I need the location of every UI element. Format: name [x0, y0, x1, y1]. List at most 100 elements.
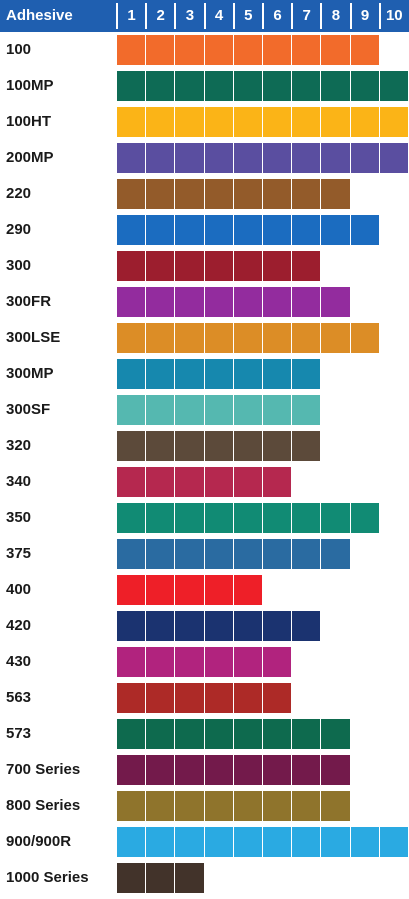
rating-cell: [292, 791, 321, 821]
rating-cell: [233, 539, 262, 569]
rating-cell: [146, 431, 175, 461]
row-label: 200MP: [6, 149, 54, 166]
row-label: 573: [6, 725, 32, 742]
rating-cell: [321, 287, 350, 317]
rating-cell: [117, 107, 146, 137]
row-label: 800 Series: [6, 797, 81, 814]
header-separator: [174, 3, 177, 29]
rating-cell: [204, 827, 233, 857]
rating-cell: [233, 611, 262, 641]
rating-cell: [175, 251, 204, 281]
rating-cell: [292, 719, 321, 749]
rating-cell: [292, 287, 321, 317]
rating-cell: [263, 71, 292, 101]
rating-cell: [175, 611, 204, 641]
rating-cell: [175, 647, 204, 677]
rating-cell: [204, 359, 233, 389]
rating-cell: [292, 539, 321, 569]
header-separator: [145, 3, 148, 29]
header-separator: [116, 3, 118, 29]
rating-cell: [204, 431, 233, 461]
rating-cell: [117, 251, 146, 281]
rating-cell: [350, 71, 379, 101]
row-label: 375: [6, 545, 32, 562]
row-label: 320: [6, 437, 32, 454]
rating-cell: [292, 755, 321, 785]
rating-cell: [350, 143, 379, 173]
rating-cell: [263, 359, 292, 389]
column-number-10: 10: [385, 7, 403, 24]
rating-cell: [292, 323, 321, 353]
header-title: Adhesive: [6, 7, 73, 24]
rating-cell: [233, 647, 262, 677]
column-number-5: 5: [244, 7, 253, 24]
rating-cell: [175, 431, 204, 461]
rating-cell: [350, 503, 379, 533]
rating-cell: [292, 827, 321, 857]
rating-cell: [263, 755, 292, 785]
header-separator: [232, 3, 235, 29]
rating-cell: [117, 827, 146, 857]
rating-cell: [117, 683, 146, 713]
rating-cell: [379, 107, 408, 137]
rating-cell: [204, 251, 233, 281]
rating-cell: [292, 71, 321, 101]
rating-cell: [146, 755, 175, 785]
rating-cell: [117, 755, 146, 785]
row-label: 340: [6, 473, 32, 490]
row-label: 100: [6, 41, 32, 58]
rating-cell: [233, 719, 262, 749]
rating-cell: [292, 107, 321, 137]
rating-cell: [263, 323, 292, 353]
rating-cell: [321, 719, 350, 749]
rating-cell: [350, 215, 379, 245]
rating-cell: [321, 539, 350, 569]
rating-cell: [146, 539, 175, 569]
rating-cell: [146, 71, 175, 101]
rating-cell: [175, 107, 204, 137]
rating-cell: [292, 179, 321, 209]
rating-cell: [233, 503, 262, 533]
rating-cell: [146, 323, 175, 353]
rating-cell: [263, 107, 292, 137]
row-label: 700 Series: [6, 761, 81, 778]
rating-cell: [117, 143, 146, 173]
rating-cell: [321, 323, 350, 353]
rating-cell: [146, 395, 175, 425]
row-label: 420: [6, 617, 32, 634]
rating-cell: [263, 467, 292, 497]
rating-cell: [292, 143, 321, 173]
rating-cell: [292, 215, 321, 245]
column-number-6: 6: [273, 7, 282, 24]
rating-cell: [175, 215, 204, 245]
rating-cell: [204, 143, 233, 173]
rating-cell: [204, 647, 233, 677]
rating-cell: [263, 431, 292, 461]
rating-cell: [233, 323, 262, 353]
rating-cell: [175, 323, 204, 353]
rating-cell: [204, 179, 233, 209]
rating-cell: [175, 827, 204, 857]
row-label: 220: [6, 185, 32, 202]
row-label: 430: [6, 653, 32, 670]
rating-cell: [175, 287, 204, 317]
rating-cell: [263, 179, 292, 209]
rating-cell: [175, 395, 204, 425]
row-label: 300: [6, 257, 32, 274]
rating-cell: [321, 503, 350, 533]
rating-cell: [233, 287, 262, 317]
rating-cell: [146, 863, 175, 893]
header-separator: [378, 3, 381, 29]
row-label: 100MP: [6, 77, 54, 94]
column-number-7: 7: [302, 7, 311, 24]
rating-cell: [292, 359, 321, 389]
rating-cell: [233, 431, 262, 461]
rating-cell: [321, 35, 350, 65]
rating-cell: [175, 863, 204, 893]
rating-cell: [146, 35, 175, 65]
rating-cell: [321, 755, 350, 785]
rating-cell: [263, 251, 292, 281]
header-separator: [349, 3, 352, 29]
rating-cell: [379, 827, 408, 857]
row-label: 300MP: [6, 365, 54, 382]
